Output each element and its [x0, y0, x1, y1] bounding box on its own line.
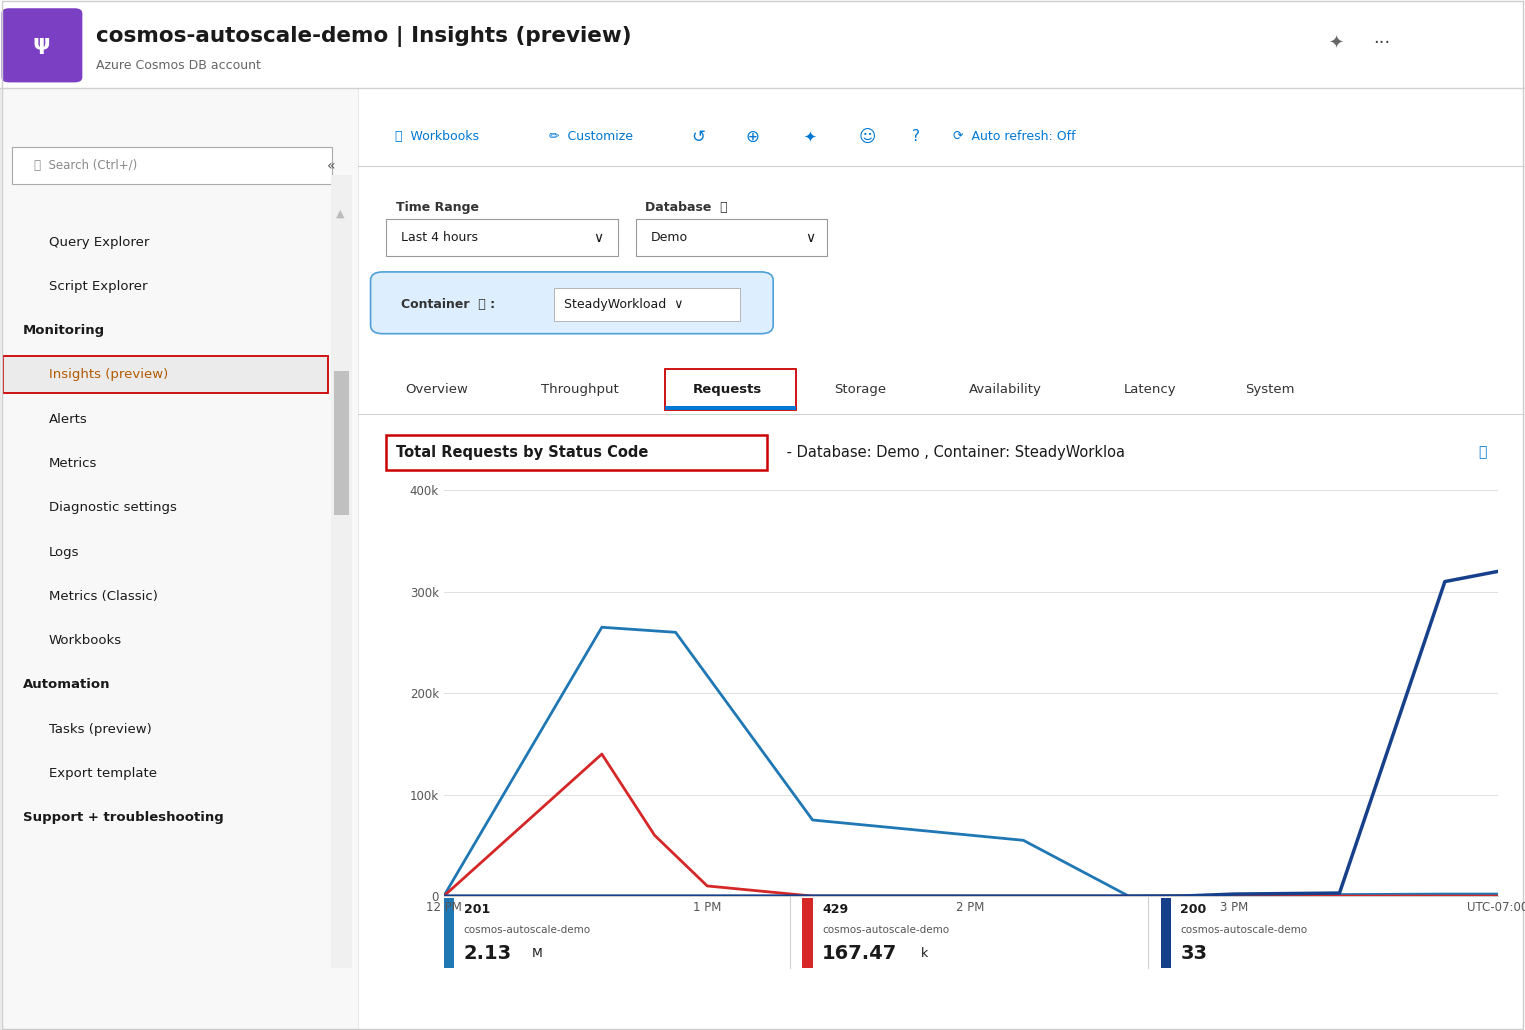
Text: Metrics: Metrics	[49, 457, 98, 470]
Text: Alerts: Alerts	[49, 413, 87, 425]
Text: Query Explorer: Query Explorer	[49, 236, 149, 248]
Bar	[12, 147, 332, 184]
Text: 167.47: 167.47	[822, 945, 897, 963]
Text: cosmos-autoscale-demo: cosmos-autoscale-demo	[822, 925, 949, 935]
Text: ⊕: ⊕	[746, 128, 759, 146]
FancyBboxPatch shape	[2, 8, 82, 82]
Text: 📌: 📌	[1478, 445, 1487, 459]
Text: 201: 201	[464, 903, 490, 916]
Text: ✦: ✦	[804, 130, 816, 144]
Text: ∨: ∨	[593, 231, 602, 245]
Text: Tasks (preview): Tasks (preview)	[49, 723, 151, 735]
Text: Monitoring: Monitoring	[23, 324, 105, 337]
Text: ✏  Customize: ✏ Customize	[549, 131, 633, 143]
Text: M: M	[532, 948, 543, 960]
Bar	[636, 219, 827, 256]
Bar	[331, 175, 352, 968]
Text: Latency: Latency	[1124, 383, 1176, 396]
Text: Storage: Storage	[834, 383, 886, 396]
Bar	[665, 369, 796, 410]
Text: cosmos-autoscale-demo: cosmos-autoscale-demo	[1180, 925, 1307, 935]
Bar	[444, 898, 454, 968]
Text: Metrics (Classic): Metrics (Classic)	[49, 590, 157, 603]
Text: ⟳  Auto refresh: Off: ⟳ Auto refresh: Off	[953, 131, 1075, 143]
Text: Container  ⓘ :: Container ⓘ :	[401, 299, 496, 311]
Text: Azure Cosmos DB account: Azure Cosmos DB account	[96, 59, 261, 72]
Text: Logs: Logs	[49, 546, 79, 558]
Bar	[334, 371, 349, 515]
Bar	[802, 898, 813, 968]
Bar	[386, 435, 767, 470]
Text: 2.13: 2.13	[464, 945, 512, 963]
Text: 33: 33	[1180, 945, 1208, 963]
Bar	[0, 0, 358, 1030]
Text: Overview: Overview	[406, 383, 468, 396]
Bar	[665, 406, 796, 410]
Text: Throughput: Throughput	[541, 383, 618, 396]
Text: Total Requests by Status Code: Total Requests by Status Code	[396, 445, 648, 459]
Text: Last 4 hours: Last 4 hours	[401, 232, 477, 244]
Bar	[0, 0, 1525, 88]
Text: System: System	[1244, 383, 1295, 396]
Text: 📊  Workbooks: 📊 Workbooks	[395, 131, 479, 143]
Text: Demo: Demo	[651, 232, 688, 244]
Text: ψ: ψ	[32, 34, 50, 54]
Bar	[386, 219, 618, 256]
FancyBboxPatch shape	[371, 272, 773, 334]
Text: 200: 200	[1180, 903, 1206, 916]
Text: ∨: ∨	[805, 231, 814, 245]
Text: cosmos-autoscale-demo | Insights (preview): cosmos-autoscale-demo | Insights (previe…	[96, 26, 631, 46]
Text: SteadyWorkload  ∨: SteadyWorkload ∨	[564, 299, 683, 311]
Text: Availability: Availability	[968, 383, 1042, 396]
Text: k: k	[921, 948, 929, 960]
Text: ?: ?	[912, 130, 920, 144]
Text: ✦: ✦	[1328, 34, 1344, 53]
Text: ···: ···	[1372, 34, 1391, 53]
Text: Diagnostic settings: Diagnostic settings	[49, 502, 177, 514]
Text: «: «	[326, 159, 336, 173]
Text: ▲: ▲	[336, 208, 345, 218]
Text: Time Range: Time Range	[396, 201, 479, 213]
Text: ☺: ☺	[859, 128, 875, 146]
Text: Workbooks: Workbooks	[49, 634, 122, 647]
Text: Insights (preview): Insights (preview)	[49, 369, 168, 381]
Text: ↺: ↺	[691, 128, 705, 146]
Text: Automation: Automation	[23, 679, 110, 691]
Text: Export template: Export template	[49, 767, 157, 780]
Text: cosmos-autoscale-demo: cosmos-autoscale-demo	[464, 925, 590, 935]
Bar	[1161, 898, 1171, 968]
Text: Support + troubleshooting: Support + troubleshooting	[23, 812, 224, 824]
Text: Database  ⓘ: Database ⓘ	[645, 201, 727, 213]
Text: 429: 429	[822, 903, 848, 916]
Text: Requests: Requests	[692, 383, 762, 396]
Text: - Database: Demo , Container: SteadyWorkloa: - Database: Demo , Container: SteadyWork…	[782, 445, 1125, 459]
Text: Script Explorer: Script Explorer	[49, 280, 148, 293]
Text: 🔍  Search (Ctrl+/): 🔍 Search (Ctrl+/)	[34, 160, 137, 172]
Bar	[3, 356, 328, 393]
Bar	[554, 288, 740, 321]
